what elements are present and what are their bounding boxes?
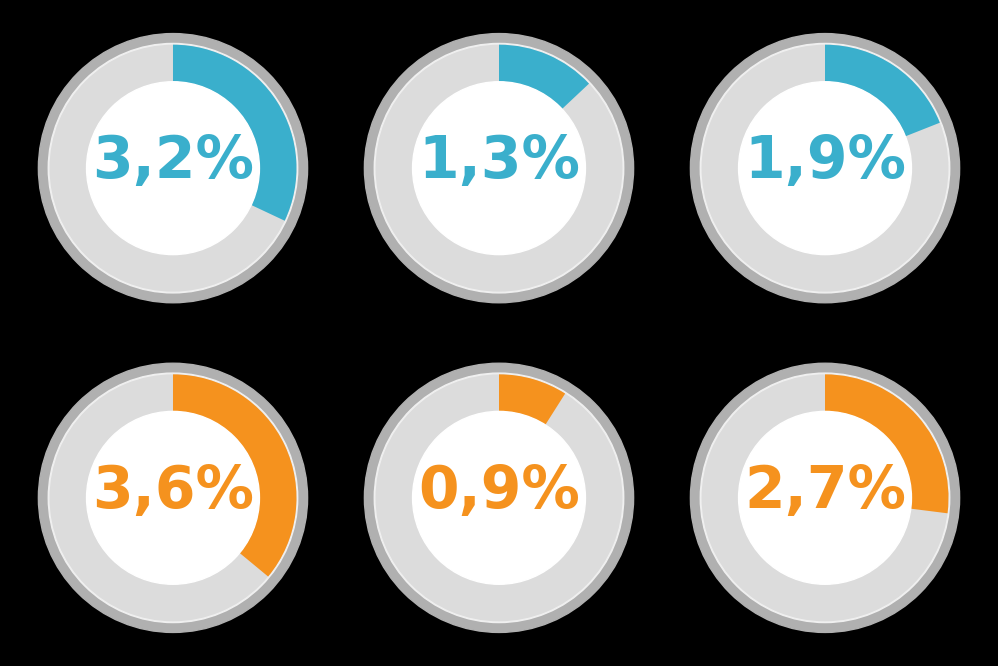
Wedge shape xyxy=(173,374,296,577)
Circle shape xyxy=(48,373,297,623)
Circle shape xyxy=(374,373,624,623)
Circle shape xyxy=(38,363,307,633)
Circle shape xyxy=(739,412,911,584)
Circle shape xyxy=(412,82,586,254)
Circle shape xyxy=(48,43,297,293)
Text: 1,9%: 1,9% xyxy=(745,133,906,190)
Circle shape xyxy=(87,82,259,254)
Text: 2,7%: 2,7% xyxy=(745,463,906,520)
Wedge shape xyxy=(825,45,940,137)
Wedge shape xyxy=(702,45,948,292)
Circle shape xyxy=(701,43,950,293)
Text: 3,2%: 3,2% xyxy=(92,133,253,190)
Circle shape xyxy=(691,363,960,633)
Circle shape xyxy=(739,82,911,254)
Wedge shape xyxy=(702,374,948,621)
Wedge shape xyxy=(375,45,623,292)
Wedge shape xyxy=(825,374,948,513)
Wedge shape xyxy=(50,374,296,621)
Circle shape xyxy=(701,373,950,623)
Wedge shape xyxy=(499,45,589,109)
Wedge shape xyxy=(173,45,296,220)
Text: 1,3%: 1,3% xyxy=(418,133,580,190)
Text: 0,9%: 0,9% xyxy=(418,463,580,520)
Wedge shape xyxy=(499,374,565,425)
Circle shape xyxy=(87,412,259,584)
Circle shape xyxy=(364,33,634,303)
Circle shape xyxy=(364,363,634,633)
Wedge shape xyxy=(50,45,296,292)
Text: 3,6%: 3,6% xyxy=(92,463,253,520)
Circle shape xyxy=(38,33,307,303)
Wedge shape xyxy=(375,374,623,621)
Circle shape xyxy=(374,43,624,293)
Circle shape xyxy=(691,33,960,303)
Circle shape xyxy=(412,412,586,584)
